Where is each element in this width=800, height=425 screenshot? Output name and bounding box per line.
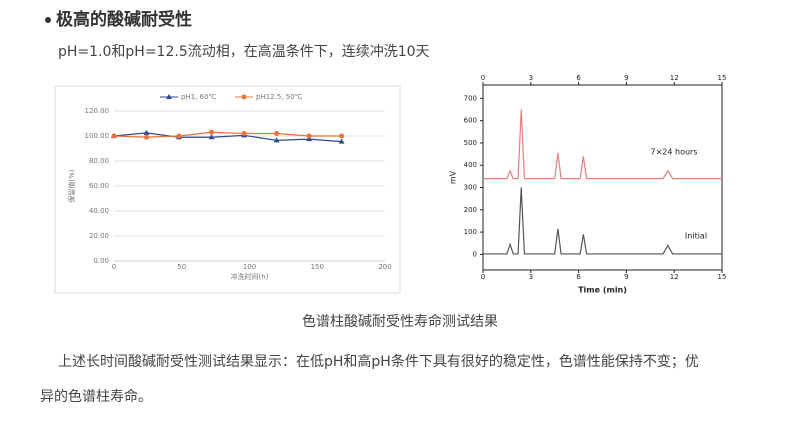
y-axis-label: mV [449,170,458,184]
top-tick-label: 12 [670,74,679,82]
marker [273,137,280,143]
paragraph-line: 上述长时间酸碱耐受性测试结果显示：在低pH和高pH条件下具有很好的稳定性，色谱性… [58,353,699,370]
subheading: pH=1.0和pH=12.5流动相，在高温条件下，连续冲洗10天 [58,43,430,60]
y-tick-label: 120.00 [85,107,110,115]
y-tick-label: 20.00 [89,232,109,240]
series-line [483,109,722,180]
y-tick-label: 700 [464,94,477,102]
marker [338,138,345,144]
legend-marker [166,94,172,99]
x-axis-label: Time (min) [578,286,627,295]
legend-marker [241,94,247,100]
marker [241,131,247,136]
x-tick-label: 0 [112,263,116,271]
bullet [45,17,51,23]
y-tick-label: 100.00 [85,132,110,140]
marker [208,134,215,140]
marker [111,133,117,139]
series-line [113,131,342,138]
annotation: Initial [685,232,707,241]
marker [143,129,150,135]
marker [176,133,182,139]
x-tick-label: 100 [243,263,256,271]
x-tick-label: 150 [311,263,324,271]
marker [306,136,313,142]
caption: 色谱柱酸碱耐受性寿命测试结果 [302,313,498,330]
series-line [483,187,722,255]
x-tick-label: 6 [576,273,581,281]
series-line [113,132,342,143]
y-tick-label: 0.00 [93,257,109,265]
plot-frame [482,84,723,271]
marker [306,133,312,139]
y-tick-label: 0 [473,250,477,258]
y-tick-label: 500 [464,139,477,147]
top-tick-label: 6 [576,74,581,82]
y-tick-label: 200 [464,206,477,214]
marker [144,134,150,140]
y-tick-label: 60.00 [89,182,109,190]
y-axis-label: 保留值(%) [67,169,76,202]
annotation: 7×24 hours [650,148,697,157]
x-tick-label: 3 [529,273,533,281]
top-tick-label: 0 [481,74,485,82]
paragraph-line: 异的色谱柱寿命。 [40,388,152,405]
x-tick-label: 50 [177,263,186,271]
x-tick-label: 0 [481,273,485,281]
x-tick-label: 9 [624,273,628,281]
x-tick-label: 15 [718,273,727,281]
heading: 极高的酸碱耐受性 [56,9,192,30]
y-tick-label: 100 [464,228,477,236]
y-tick-label: 400 [464,161,477,169]
marker [339,133,345,139]
top-tick-label: 9 [624,74,628,82]
legend-label: pH1, 60℃ [181,93,217,101]
x-axis-label: 冲洗时间(h) [231,272,269,281]
top-tick-label: 15 [718,74,727,82]
marker [274,131,280,136]
top-tick-label: 3 [529,74,533,82]
y-tick-label: 80.00 [89,157,109,165]
y-tick-label: 600 [464,117,477,125]
x-tick-label: 200 [378,263,391,271]
y-tick-label: 40.00 [89,207,109,215]
x-tick-label: 12 [670,273,679,281]
legend-label: pH12.5, 50℃ [256,93,303,101]
marker [209,129,215,135]
y-tick-label: 300 [464,184,477,192]
chart-frame [54,85,401,294]
